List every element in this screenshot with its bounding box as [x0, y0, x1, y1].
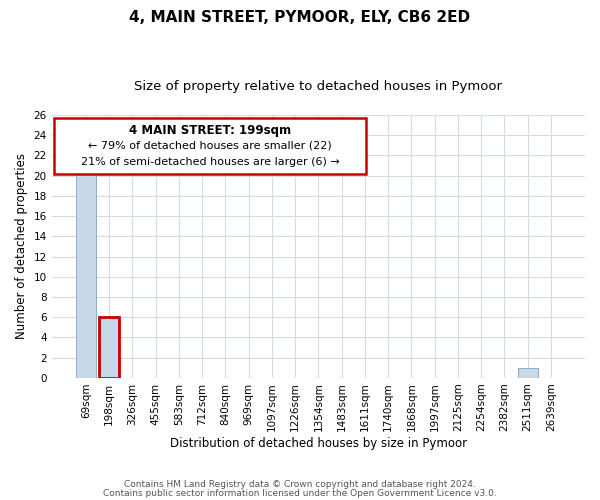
Title: Size of property relative to detached houses in Pymoor: Size of property relative to detached ho…: [134, 80, 502, 93]
Text: 4 MAIN STREET: 199sqm: 4 MAIN STREET: 199sqm: [129, 124, 292, 136]
Y-axis label: Number of detached properties: Number of detached properties: [15, 154, 28, 340]
Bar: [99, 317, 119, 378]
Bar: [518, 368, 538, 378]
Text: Contains HM Land Registry data © Crown copyright and database right 2024.: Contains HM Land Registry data © Crown c…: [124, 480, 476, 489]
Text: Contains public sector information licensed under the Open Government Licence v3: Contains public sector information licen…: [103, 489, 497, 498]
Text: ← 79% of detached houses are smaller (22): ← 79% of detached houses are smaller (22…: [88, 141, 332, 151]
X-axis label: Distribution of detached houses by size in Pymoor: Distribution of detached houses by size …: [170, 437, 467, 450]
FancyBboxPatch shape: [55, 118, 367, 174]
Text: 21% of semi-detached houses are larger (6) →: 21% of semi-detached houses are larger (…: [81, 156, 340, 166]
Text: 4, MAIN STREET, PYMOOR, ELY, CB6 2ED: 4, MAIN STREET, PYMOOR, ELY, CB6 2ED: [130, 10, 470, 25]
Bar: [76, 156, 95, 378]
Bar: [99, 317, 119, 378]
